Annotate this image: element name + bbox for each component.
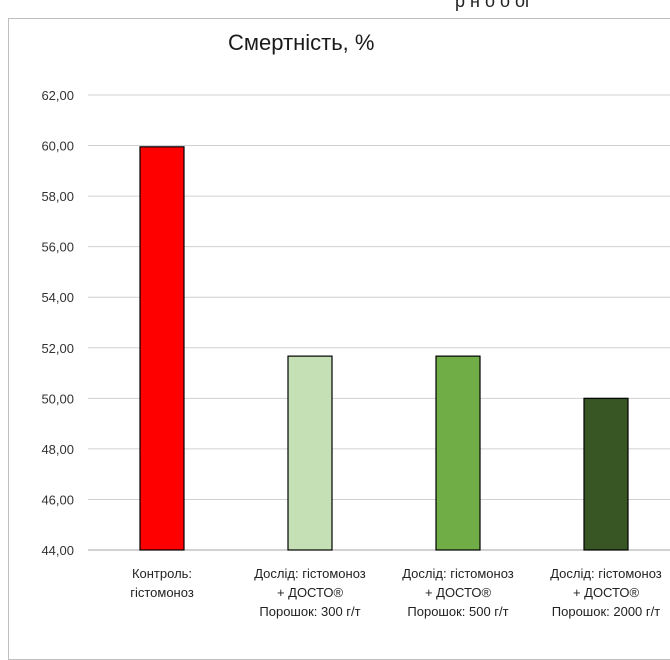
x-tick-label: Дослід: гістомоноз [254, 566, 366, 581]
top-cut-text: р н о о оі [455, 0, 529, 11]
bar [435, 355, 481, 551]
bar [287, 355, 333, 551]
y-tick-label: 54,00 [41, 290, 74, 305]
x-tick-label: + ДОСТО® [573, 585, 640, 600]
y-tick-label: 58,00 [41, 189, 74, 204]
x-tick-label: Дослід: гістомоноз [550, 566, 662, 581]
x-tick-label: + ДОСТО® [425, 585, 492, 600]
y-tick-label: 48,00 [41, 442, 74, 457]
chart-area: р н о о оі Смертність, % 44,00 46,00 48,00… [8, 0, 670, 660]
y-tick-label: 62,00 [41, 88, 74, 103]
bar-chart-svg: 44,00 46,00 48,00 50,00 52,00 54,00 56,00 58,00… [41, 88, 670, 619]
y-tick-label: 60,00 [41, 139, 74, 154]
x-tick-label: Порошок: 2000 г/т [552, 604, 660, 619]
y-tick-label: 46,00 [41, 492, 74, 507]
x-tick-label: Порошок: 300 г/т [259, 604, 360, 619]
y-tick-label: 56,00 [41, 240, 74, 255]
chart-frame [8, 18, 670, 660]
y-tick-label: 50,00 [41, 391, 74, 406]
x-tick-label: гістомоноз [130, 585, 194, 600]
bar [139, 146, 185, 551]
chart-title: Смертність, % [228, 30, 375, 55]
y-tick-label: 44,00 [41, 543, 74, 558]
x-tick-label: Порошок: 500 г/т [407, 604, 508, 619]
x-tick-label: + ДОСТО® [277, 585, 344, 600]
x-tick-label: Дослід: гістомоноз [402, 566, 514, 581]
x-tick-label: Контроль: [132, 566, 192, 581]
y-tick-label: 52,00 [41, 341, 74, 356]
bar [583, 397, 629, 551]
